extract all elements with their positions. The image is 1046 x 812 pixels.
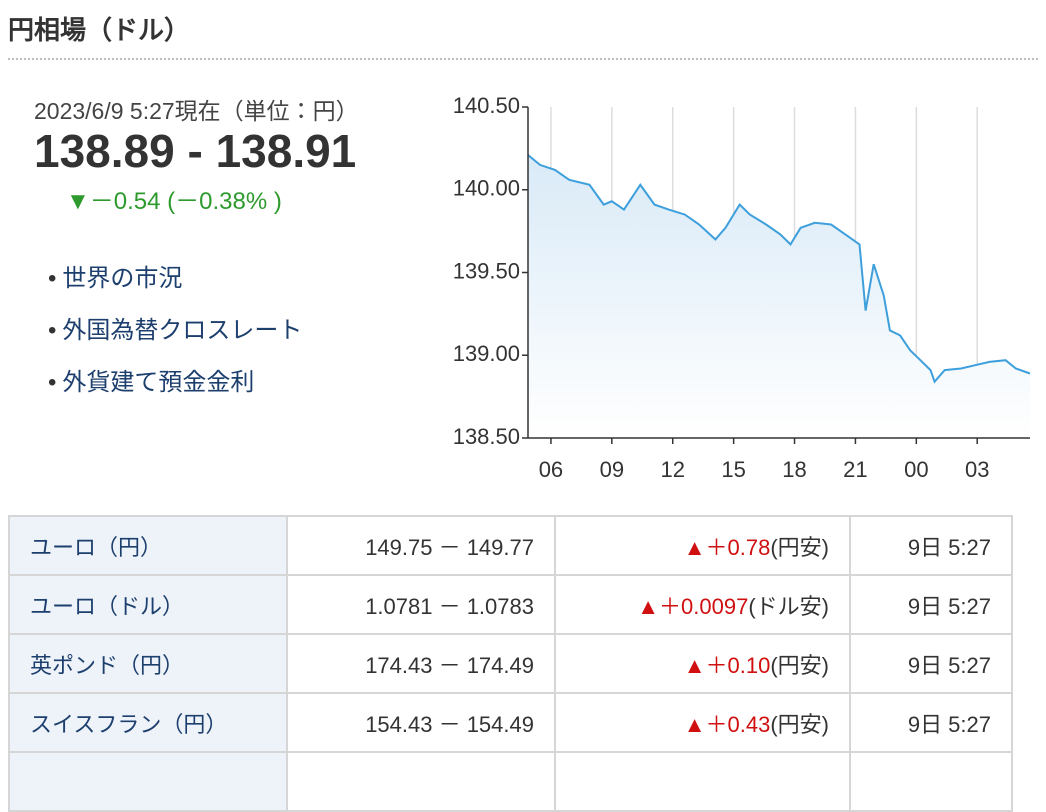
x-tick-label: 12 bbox=[660, 457, 684, 482]
x-tick-label: 09 bbox=[600, 457, 624, 482]
link-item[interactable]: • 外貨建て預金金利 bbox=[48, 369, 255, 396]
arrow: ▲ bbox=[637, 593, 660, 619]
x-tick-label: 15 bbox=[721, 457, 745, 482]
link-item[interactable]: • 外国為替クロスレート bbox=[48, 317, 303, 344]
change-value: －0.54 (－0.38% ) bbox=[89, 188, 282, 215]
divider bbox=[8, 58, 1038, 60]
rate: 149.75 － 149.77 bbox=[286, 515, 556, 576]
change-note: (円安) bbox=[770, 652, 829, 678]
price: 138.89 - 138.91 bbox=[34, 125, 357, 177]
currency-name[interactable]: ユーロ（円） bbox=[8, 515, 288, 576]
arrow: ▼ bbox=[66, 188, 90, 215]
table-cell bbox=[8, 751, 288, 812]
table-cell bbox=[849, 751, 1013, 812]
link[interactable]: 外国為替クロスレート bbox=[62, 317, 303, 344]
change-note: (円安) bbox=[770, 534, 829, 560]
change-value: ＋0.78 bbox=[705, 534, 771, 560]
link[interactable]: 世界の市況 bbox=[62, 265, 183, 292]
y-tick-label: 140.50 bbox=[453, 93, 520, 118]
link[interactable]: 外貨建て預金金利 bbox=[62, 369, 255, 396]
y-tick-label: 140.00 bbox=[453, 176, 520, 201]
table-row: ユーロ（円） 149.75 － 149.77 ▲＋0.78(円安) 9日 5:27 bbox=[8, 515, 1013, 576]
y-tick-label: 139.00 bbox=[453, 341, 520, 366]
rate-change: ▲＋0.0097(ドル安) bbox=[554, 574, 851, 635]
rate: 154.43 － 154.49 bbox=[286, 692, 556, 753]
change-value: ＋0.10 bbox=[705, 652, 771, 678]
table-cell bbox=[286, 751, 556, 812]
change-note: (円安) bbox=[770, 711, 829, 737]
page-title: 円相場（ドル） bbox=[8, 15, 191, 45]
table-row bbox=[8, 751, 1013, 812]
rate: 1.0781 － 1.0783 bbox=[286, 574, 556, 635]
change: ▼－0.54 (－0.38% ) bbox=[66, 181, 282, 216]
table-row: ユーロ（ドル） 1.0781 － 1.0783 ▲＋0.0097(ドル安) 9日 5:… bbox=[8, 574, 1013, 635]
rates-table: ユーロ（円） 149.75 － 149.77 ▲＋0.78(円安) 9日 5:27 ユー… bbox=[8, 515, 1013, 812]
time: 9日 5:27 bbox=[849, 574, 1013, 635]
table-row: 英ポンド（円） 174.43 － 174.49 ▲＋0.10(円安) 9日 5:27 bbox=[8, 633, 1013, 694]
change-value: ＋0.43 bbox=[705, 711, 771, 737]
chart: 06 09 12 15 18 21 00 03 138.50 139.00 139.50 140.00… bbox=[453, 93, 1031, 482]
arrow: ▲ bbox=[683, 534, 706, 560]
x-tick-label: 00 bbox=[904, 457, 928, 482]
change-note: (ドル安) bbox=[748, 593, 829, 619]
timestamp: 2023/6/9 5:27現在（単位：円） bbox=[34, 98, 359, 124]
table-cell bbox=[554, 751, 851, 812]
y-tick-label: 138.50 bbox=[453, 424, 520, 449]
currency-name[interactable]: 英ポンド（円） bbox=[8, 633, 288, 694]
y-tick-label: 139.50 bbox=[453, 258, 520, 283]
arrow: ▲ bbox=[683, 652, 706, 678]
change-value: ＋0.0097 bbox=[659, 593, 749, 619]
link-item[interactable]: • 世界の市況 bbox=[48, 265, 183, 292]
x-tick-label: 06 bbox=[539, 457, 563, 482]
rate-change: ▲＋0.10(円安) bbox=[554, 633, 851, 694]
x-tick-label: 03 bbox=[965, 457, 989, 482]
x-tick-label: 18 bbox=[782, 457, 806, 482]
arrow: ▲ bbox=[683, 711, 706, 737]
rate: 174.43 － 174.49 bbox=[286, 633, 556, 694]
currency-name[interactable]: ユーロ（ドル） bbox=[8, 574, 288, 635]
currency-name[interactable]: スイスフラン（円） bbox=[8, 692, 288, 753]
table-row: スイスフラン（円） 154.43 － 154.49 ▲＋0.43(円安) 9日 5:2… bbox=[8, 692, 1013, 753]
time: 9日 5:27 bbox=[849, 633, 1013, 694]
area bbox=[528, 154, 1030, 438]
rate-change: ▲＋0.43(円安) bbox=[554, 692, 851, 753]
page: 円相場（ドル） 2023/6/9 5:27現在（単位：円） 138.89 - 1… bbox=[8, 15, 1038, 812]
time: 9日 5:27 bbox=[849, 692, 1013, 753]
line bbox=[527, 154, 1031, 384]
rate-change: ▲＋0.78(円安) bbox=[554, 515, 851, 576]
time: 9日 5:27 bbox=[849, 515, 1013, 576]
x-tick-label: 21 bbox=[843, 457, 867, 482]
